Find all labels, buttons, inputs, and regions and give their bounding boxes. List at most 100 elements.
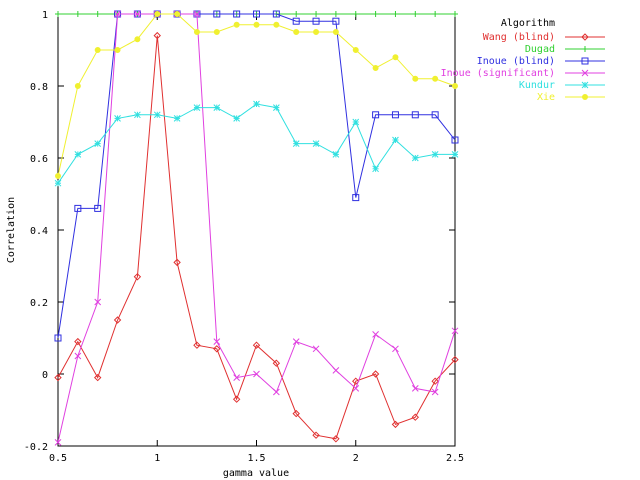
data-point-diamond: [153, 31, 161, 40]
data-point-stroke: [392, 136, 399, 144]
data-point-diamond: [252, 341, 261, 349]
data-point-stroke: [272, 388, 280, 396]
data-point-stroke: [372, 165, 379, 173]
data-point-square: [451, 136, 459, 144]
data-point-dot: [273, 21, 280, 28]
data-point-x: [392, 345, 399, 353]
data-point-dot: [134, 36, 141, 43]
data-point-star: [392, 136, 399, 144]
data-point-stroke: [392, 345, 399, 353]
data-point-dot: [313, 29, 320, 35]
data-point-stroke: [292, 140, 300, 147]
data-point-star: [134, 111, 141, 119]
x-tick-label: 2: [353, 453, 359, 464]
data-point-stroke: [94, 140, 102, 147]
data-point-star: [153, 111, 161, 119]
data-point-stroke: [114, 115, 121, 122]
data-point-star: [173, 115, 181, 122]
data-point-stroke: [134, 111, 141, 119]
data-point-stroke: [54, 179, 62, 187]
data-point-dot: [253, 21, 260, 28]
data-point-stroke: [233, 374, 241, 381]
legend-label-dugad: Dugad: [525, 44, 555, 55]
data-point-x: [94, 298, 102, 306]
data-point-dot: [174, 11, 181, 17]
legend-label-wang-blind: Wang (blind): [483, 32, 555, 43]
data-point-stroke: [94, 298, 102, 306]
data-point-stroke: [451, 151, 459, 158]
data-point-x: [581, 69, 589, 77]
data-point-plus: [412, 11, 419, 17]
data-point-square: [272, 10, 280, 18]
data-point-square: [74, 204, 82, 212]
data-point-stroke: [411, 154, 419, 162]
data-point-diamond: [332, 435, 340, 443]
data-point-star: [74, 151, 82, 158]
data-point-plus: [74, 11, 81, 17]
data-point-diamond: [451, 355, 459, 364]
data-point-dot: [94, 47, 101, 53]
data-point-star: [233, 115, 241, 122]
data-point-stroke: [253, 370, 260, 378]
data-point-stroke: [292, 338, 300, 345]
data-point-star: [581, 81, 589, 89]
data-point-stroke: [372, 331, 379, 338]
data-point-x: [253, 370, 260, 378]
data-point-star: [94, 140, 102, 147]
data-point-square: [312, 17, 320, 25]
data-point-stroke: [193, 10, 201, 18]
data-point-stroke: [134, 10, 141, 18]
data-point-plus: [452, 11, 458, 17]
data-point-star: [451, 151, 459, 158]
series-layer: [54, 10, 459, 446]
data-point-stroke: [54, 439, 62, 446]
x-tick-label: 1.5: [247, 453, 265, 464]
data-point-diamond: [232, 395, 241, 403]
data-point-dot: [193, 29, 200, 35]
data-point-dot: [582, 94, 588, 100]
data-point-dot: [74, 83, 81, 89]
data-point-x: [332, 367, 340, 374]
data-point-plus: [55, 11, 61, 17]
data-point-stroke: [431, 388, 439, 396]
data-point-plus: [94, 11, 101, 17]
data-point-stroke: [332, 151, 340, 158]
data-point-stroke: [581, 81, 589, 89]
data-point-stroke: [213, 104, 221, 111]
x-tick-label: 2.5: [446, 453, 464, 464]
data-point-square: [233, 10, 241, 18]
data-point-stroke: [74, 352, 82, 360]
data-point-stroke: [74, 151, 82, 158]
data-point-x: [292, 338, 300, 345]
data-point-plus: [582, 46, 588, 52]
data-point-dot: [213, 29, 220, 35]
data-point-diamond: [411, 413, 420, 421]
data-point-dot: [293, 29, 300, 35]
data-point-dot: [332, 29, 339, 35]
data-point-square: [94, 204, 102, 212]
data-point-stroke: [114, 10, 121, 18]
data-point-x: [54, 439, 62, 446]
data-point-star: [193, 104, 201, 111]
data-point-star: [272, 104, 280, 111]
data-point-dot: [233, 21, 240, 28]
data-point-stroke: [411, 385, 419, 392]
legend-label-inoue-blind: Inoue (blind): [477, 56, 555, 67]
legend-title: Algorithm: [501, 18, 555, 29]
data-point-square: [292, 17, 300, 25]
data-point-dot: [372, 65, 379, 71]
data-point-diamond: [93, 373, 102, 382]
data-point-x: [193, 10, 201, 18]
data-point-stroke: [451, 327, 459, 335]
y-tick-label: 0.6: [30, 154, 48, 165]
data-point-diamond: [213, 345, 221, 353]
data-point-star: [411, 154, 419, 162]
series-line-wang-blind: [57, 35, 456, 440]
data-point-star: [213, 104, 221, 111]
data-point-diamond: [113, 316, 122, 324]
data-point-square: [372, 111, 380, 119]
data-point-x: [411, 385, 419, 392]
